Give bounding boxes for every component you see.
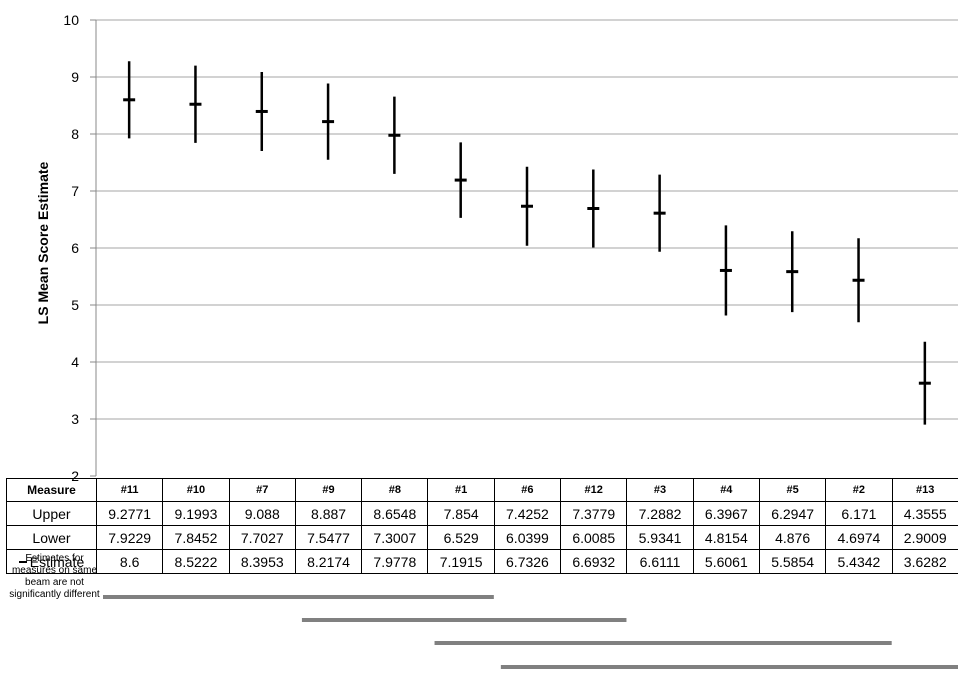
- y-tick-label: 6: [71, 240, 79, 256]
- y-tick-label: 5: [71, 297, 79, 313]
- upper-cell: 9.088: [228, 501, 296, 526]
- data-table: Measure #11 #10 #7 #9 #8 #1 #6 #12 #3 #4 #5 #2 #13 U…: [6, 478, 958, 574]
- estimate-cell: 3.6282: [891, 549, 958, 574]
- measure-cell: #11: [95, 478, 164, 502]
- lower-cell: 7.3007: [361, 525, 429, 550]
- y-tick-label: 2: [71, 468, 79, 484]
- lower-cell: 7.9229: [95, 525, 164, 550]
- estimate-marker-icon: [18, 560, 27, 563]
- upper-cell: 4.3555: [891, 501, 958, 526]
- lower-cell: 7.7027: [228, 525, 296, 550]
- table-row-estimate: Estimate 8.6 8.5222 8.3953 8.2174 7.9778 7.19…: [6, 549, 958, 574]
- upper-cell: 7.2882: [626, 501, 694, 526]
- lower-cell: 6.0399: [493, 525, 562, 550]
- upper-row-label: Upper: [6, 501, 97, 526]
- lower-cell: 4.876: [758, 525, 827, 550]
- upper-cell: 6.2947: [758, 501, 827, 526]
- upper-cell: 8.6548: [361, 501, 429, 526]
- upper-cell: 7.3779: [560, 501, 628, 526]
- y-tick-label: 10: [63, 12, 79, 28]
- measure-cell: #13: [891, 478, 958, 502]
- grouping-lines: [103, 595, 958, 669]
- measure-header: Measure: [6, 478, 97, 502]
- y-axis-title: LS Mean Score Estimate: [35, 161, 51, 324]
- estimate-cell: 7.1915: [427, 549, 495, 574]
- table-row-lower: Lower 7.9229 7.8452 7.7027 7.5477 7.3007 6.52…: [6, 525, 958, 550]
- error-bars: [123, 61, 931, 425]
- lower-cell: 5.9341: [626, 525, 694, 550]
- upper-cell: 9.1993: [162, 501, 230, 526]
- estimate-cell: 8.2174: [294, 549, 363, 574]
- lower-cell: 6.0085: [560, 525, 628, 550]
- grouping-note: Estimates for measures on same beam are …: [9, 553, 100, 600]
- y-tick-labels: 2 3 4 5 6 7 8 9 10: [63, 12, 79, 484]
- lower-cell: 4.6974: [825, 525, 893, 550]
- y-tick-label: 7: [71, 183, 79, 199]
- y-tick-label: 4: [71, 354, 79, 370]
- estimate-cell: 8.3953: [228, 549, 296, 574]
- upper-cell: 7.4252: [493, 501, 562, 526]
- estimate-cell: 6.7326: [493, 549, 562, 574]
- estimate-cell: 5.6061: [692, 549, 760, 574]
- measure-cell: #1: [427, 478, 495, 502]
- upper-cell: 8.887: [294, 501, 363, 526]
- measure-cell: #3: [626, 478, 694, 502]
- measure-cell: #8: [361, 478, 429, 502]
- measure-cell: #10: [162, 478, 230, 502]
- lower-cell: 7.5477: [294, 525, 363, 550]
- lower-cell: 7.8452: [162, 525, 230, 550]
- estimate-cell: 8.6: [95, 549, 164, 574]
- measure-cell: #6: [493, 478, 562, 502]
- estimate-row-label-cell: Estimate: [6, 549, 97, 574]
- table-header-row: Measure #11 #10 #7 #9 #8 #1 #6 #12 #3 #4 #5 #2 #13: [6, 478, 958, 502]
- upper-cell: 7.854: [427, 501, 495, 526]
- y-tick-label: 8: [71, 126, 79, 142]
- measure-cell: #2: [825, 478, 893, 502]
- estimate-cell: 7.9778: [361, 549, 429, 574]
- measure-cell: #4: [692, 478, 760, 502]
- estimate-cell: 6.6111: [626, 549, 694, 574]
- estimate-cell: 8.5222: [162, 549, 230, 574]
- measure-cell: #7: [228, 478, 296, 502]
- y-tick-label: 3: [71, 411, 79, 427]
- axes: [90, 19, 97, 477]
- measure-cell: #5: [758, 478, 827, 502]
- y-tick-label: 9: [71, 69, 79, 85]
- upper-cell: 6.171: [825, 501, 893, 526]
- lower-cell: 2.9009: [891, 525, 958, 550]
- measure-cell: #9: [294, 478, 363, 502]
- estimate-cell: 5.4342: [825, 549, 893, 574]
- measure-cell: #12: [560, 478, 628, 502]
- upper-cell: 6.3967: [692, 501, 760, 526]
- table-row-upper: Upper 9.2771 9.1993 9.088 8.887 8.6548 7.854 7…: [6, 501, 958, 526]
- lower-cell: 4.8154: [692, 525, 760, 550]
- lower-cell: 6.529: [427, 525, 495, 550]
- upper-cell: 9.2771: [95, 501, 164, 526]
- estimate-cell: 5.5854: [758, 549, 827, 574]
- lower-row-label: Lower: [6, 525, 97, 550]
- estimate-cell: 6.6932: [560, 549, 628, 574]
- estimate-row-label: Estimate: [29, 553, 85, 570]
